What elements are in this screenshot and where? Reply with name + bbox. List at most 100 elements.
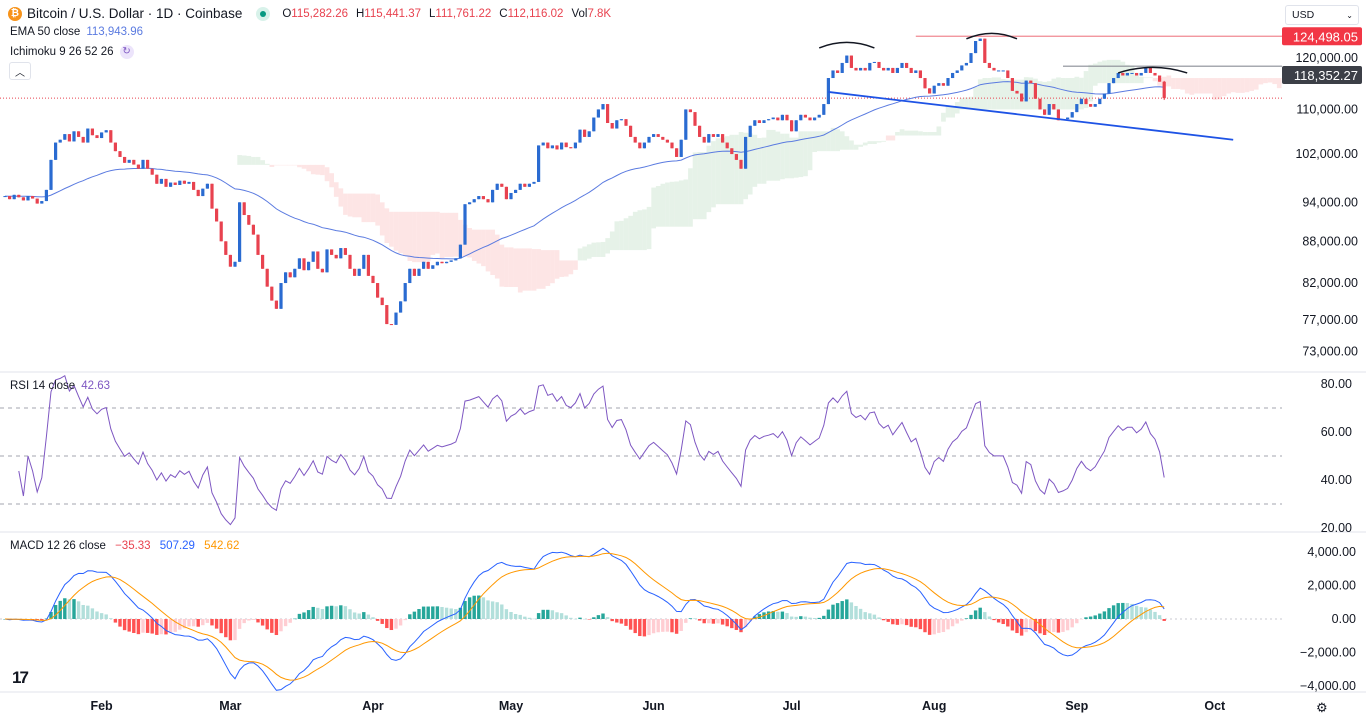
ichimoku-cloud-segment <box>531 249 537 291</box>
macd-histogram-bar <box>1065 619 1070 631</box>
candle <box>578 129 582 143</box>
macd-histogram-bar <box>109 618 113 619</box>
axes: 120,000.00 110,000.00 102,000.00 94,000.00 8… <box>90 27 1362 713</box>
macd-histogram-bar <box>757 614 762 619</box>
settings-gear-icon[interactable]: ⚙ <box>1316 700 1328 715</box>
candle <box>854 67 858 71</box>
macd-legend[interactable]: MACD 12 26 close −35.33 507.29 542.62 <box>10 540 239 552</box>
candle <box>624 119 628 126</box>
ichimoku-cloud-segment <box>619 220 624 251</box>
ichimoku-legend[interactable]: Ichimoku 9 26 52 26 ↻ <box>10 45 134 59</box>
ichimoku-cloud-segment <box>895 132 900 136</box>
currency-select[interactable]: USD ⌄ <box>1285 5 1359 25</box>
ichimoku-cloud-segment <box>1184 78 1190 94</box>
candle <box>293 268 297 278</box>
macd-histogram-bar <box>352 612 357 619</box>
candle <box>1043 109 1047 115</box>
macd-histogram-bar <box>164 619 168 635</box>
ohlc-low: L111,761.22 <box>429 7 492 20</box>
candle <box>454 258 458 261</box>
ichimoku-cloud-segment <box>421 211 426 263</box>
macd-histogram-bar <box>541 609 545 619</box>
ichimoku-cloud-segment <box>485 229 491 272</box>
ichimoku-cloud-segment <box>826 131 831 152</box>
macd-histogram-bar <box>656 619 660 633</box>
candle <box>546 142 550 149</box>
collapse-legend-button[interactable]: ︿ <box>9 62 31 80</box>
macd-histogram-bar <box>173 619 177 632</box>
candle <box>468 202 472 205</box>
ichimoku-cloud-segment <box>517 248 523 293</box>
candle <box>688 109 692 113</box>
ichimoku-cloud-segment <box>1230 78 1236 93</box>
macd-histogram-bar <box>224 619 228 638</box>
macd-histogram-bar <box>118 619 122 627</box>
candle <box>1139 72 1143 76</box>
macd-histogram-bar <box>684 619 688 623</box>
macd-pane[interactable] <box>0 547 1282 691</box>
candle <box>1125 72 1129 76</box>
macd-histogram-bar <box>426 606 430 619</box>
macd-histogram-bar <box>440 606 444 619</box>
macd-histogram-bar <box>182 619 187 629</box>
candle <box>261 254 265 269</box>
macd-histogram-bar <box>113 619 118 623</box>
macd-line-value: 507.29 <box>159 540 195 552</box>
symbol-title[interactable]: Bitcoin / U.S. Dollar · 1D · Coinbase <box>27 6 243 21</box>
macd-histogram-bar <box>1001 619 1005 625</box>
macd-histogram-bar <box>674 619 679 634</box>
candle <box>610 123 614 129</box>
macd-histogram-bar <box>228 619 233 641</box>
price-pane[interactable] <box>0 32 1282 326</box>
macd-histogram-bar <box>348 609 352 619</box>
ichimoku-cloud-segment <box>747 133 753 195</box>
ichimoku-cloud-segment <box>1111 59 1116 84</box>
macd-histogram-bar <box>1052 619 1056 632</box>
candle <box>514 189 518 193</box>
ichimoku-cloud-segment <box>1069 78 1075 110</box>
macd-histogram-bar <box>978 607 982 619</box>
candle <box>1047 104 1051 115</box>
macd-histogram-bar <box>564 615 568 619</box>
macd-histogram-bar <box>895 619 900 625</box>
ichimoku-cloud-segment <box>1221 78 1227 97</box>
candle <box>753 120 757 126</box>
candle <box>58 139 62 143</box>
price-axis-label: 73,000.00 <box>1302 345 1358 359</box>
ichimoku-cloud-segment <box>803 131 808 177</box>
bitcoin-icon: ₿ <box>8 6 22 21</box>
candle <box>1098 98 1102 105</box>
candle <box>288 272 292 278</box>
ichimoku-cloud-segment <box>724 136 730 205</box>
candle <box>550 145 554 149</box>
macd-histogram-bar <box>555 612 559 619</box>
ichimoku-cloud-segment <box>499 244 505 287</box>
ichimoku-cloud-segment <box>412 211 417 263</box>
rsi-pane[interactable] <box>0 374 1282 526</box>
ichimoku-cloud-segment <box>1217 78 1222 100</box>
ema-legend[interactable]: EMA 50 close 113,943.96 <box>10 26 143 38</box>
candle <box>265 268 269 287</box>
macd-histogram-bar <box>509 611 513 619</box>
tradingview-logo[interactable]: 17 <box>12 668 29 687</box>
candle <box>316 251 320 269</box>
macd-histogram-bar <box>196 619 200 627</box>
price-badge-text: 124,498.05 <box>1293 29 1358 44</box>
candle <box>472 199 476 203</box>
macd-signal-line <box>4 552 1165 681</box>
candle <box>537 145 541 182</box>
rsi-label: RSI 14 close <box>10 380 76 392</box>
candle <box>380 297 384 306</box>
candle <box>1038 98 1042 110</box>
head-shoulders-arc <box>1117 66 1188 74</box>
candle <box>1024 80 1028 102</box>
candle <box>633 136 637 143</box>
macd-histogram-bar <box>408 614 412 619</box>
ichimoku-cloud-segment <box>545 250 551 286</box>
ichimoku-cloud-segment <box>1051 78 1057 110</box>
rsi-legend[interactable]: RSI 14 close 42.63 <box>10 380 110 392</box>
macd-histogram-bar <box>716 619 720 624</box>
ema-label: EMA 50 close <box>10 26 81 38</box>
candle <box>1052 104 1056 110</box>
